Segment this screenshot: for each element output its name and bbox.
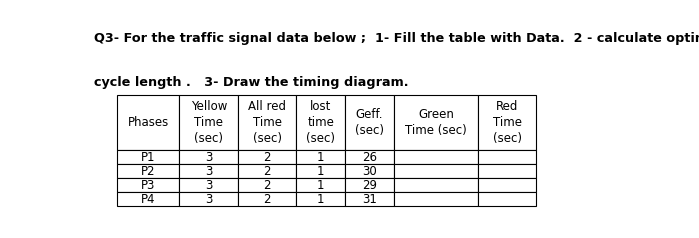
Text: 31: 31 (362, 193, 377, 206)
Text: 29: 29 (362, 179, 377, 192)
Bar (238, 192, 296, 206)
Text: Phases: Phases (128, 116, 169, 129)
Text: Red
Time
(sec): Red Time (sec) (493, 100, 521, 145)
Bar (478, 178, 536, 192)
Text: 1: 1 (317, 179, 324, 192)
Text: 26: 26 (362, 151, 377, 164)
Bar (180, 178, 238, 192)
Bar (478, 192, 536, 206)
Bar (117, 192, 180, 206)
Bar (296, 95, 345, 150)
Bar (478, 95, 536, 150)
Bar (345, 95, 394, 150)
Bar (394, 150, 478, 164)
Bar (117, 164, 180, 178)
Text: Geff.
(sec): Geff. (sec) (355, 109, 384, 137)
Bar (296, 192, 345, 206)
Bar (345, 178, 394, 192)
Text: 3: 3 (205, 165, 212, 178)
Text: 2: 2 (264, 151, 271, 164)
Text: 1: 1 (317, 193, 324, 206)
Text: P4: P4 (141, 193, 156, 206)
Bar (180, 192, 238, 206)
Bar (117, 95, 180, 150)
Bar (394, 192, 478, 206)
Bar (296, 150, 345, 164)
Bar (345, 192, 394, 206)
Text: 2: 2 (264, 193, 271, 206)
Text: 2: 2 (264, 179, 271, 192)
Bar (117, 150, 180, 164)
Bar (345, 164, 394, 178)
Bar (478, 164, 536, 178)
Text: P3: P3 (141, 179, 155, 192)
Bar (345, 150, 394, 164)
Text: P2: P2 (141, 165, 156, 178)
Text: P1: P1 (141, 151, 156, 164)
Bar (238, 95, 296, 150)
Text: 30: 30 (362, 165, 377, 178)
Text: All red
Time
(sec): All red Time (sec) (248, 100, 286, 145)
Bar (180, 150, 238, 164)
Text: 3: 3 (205, 179, 212, 192)
Text: lost
time
(sec): lost time (sec) (306, 100, 336, 145)
Bar (180, 164, 238, 178)
Text: 1: 1 (317, 151, 324, 164)
Text: Q3- For the traffic signal data below ;  1- Fill the table with Data.  2 - calcu: Q3- For the traffic signal data below ; … (94, 32, 699, 45)
Text: 3: 3 (205, 193, 212, 206)
Bar (238, 178, 296, 192)
Bar (180, 95, 238, 150)
Text: 2: 2 (264, 165, 271, 178)
Text: 1: 1 (317, 165, 324, 178)
Bar (296, 178, 345, 192)
Bar (238, 150, 296, 164)
Bar (238, 164, 296, 178)
Bar (117, 178, 180, 192)
Text: 3: 3 (205, 151, 212, 164)
Bar (296, 164, 345, 178)
Bar (478, 150, 536, 164)
Text: Yellow
Time
(sec): Yellow Time (sec) (191, 100, 227, 145)
Bar (394, 164, 478, 178)
Bar (394, 178, 478, 192)
Text: Green
Time (sec): Green Time (sec) (405, 109, 467, 137)
Bar (394, 95, 478, 150)
Text: cycle length .   3- Draw the timing diagram.: cycle length . 3- Draw the timing diagra… (94, 76, 409, 89)
